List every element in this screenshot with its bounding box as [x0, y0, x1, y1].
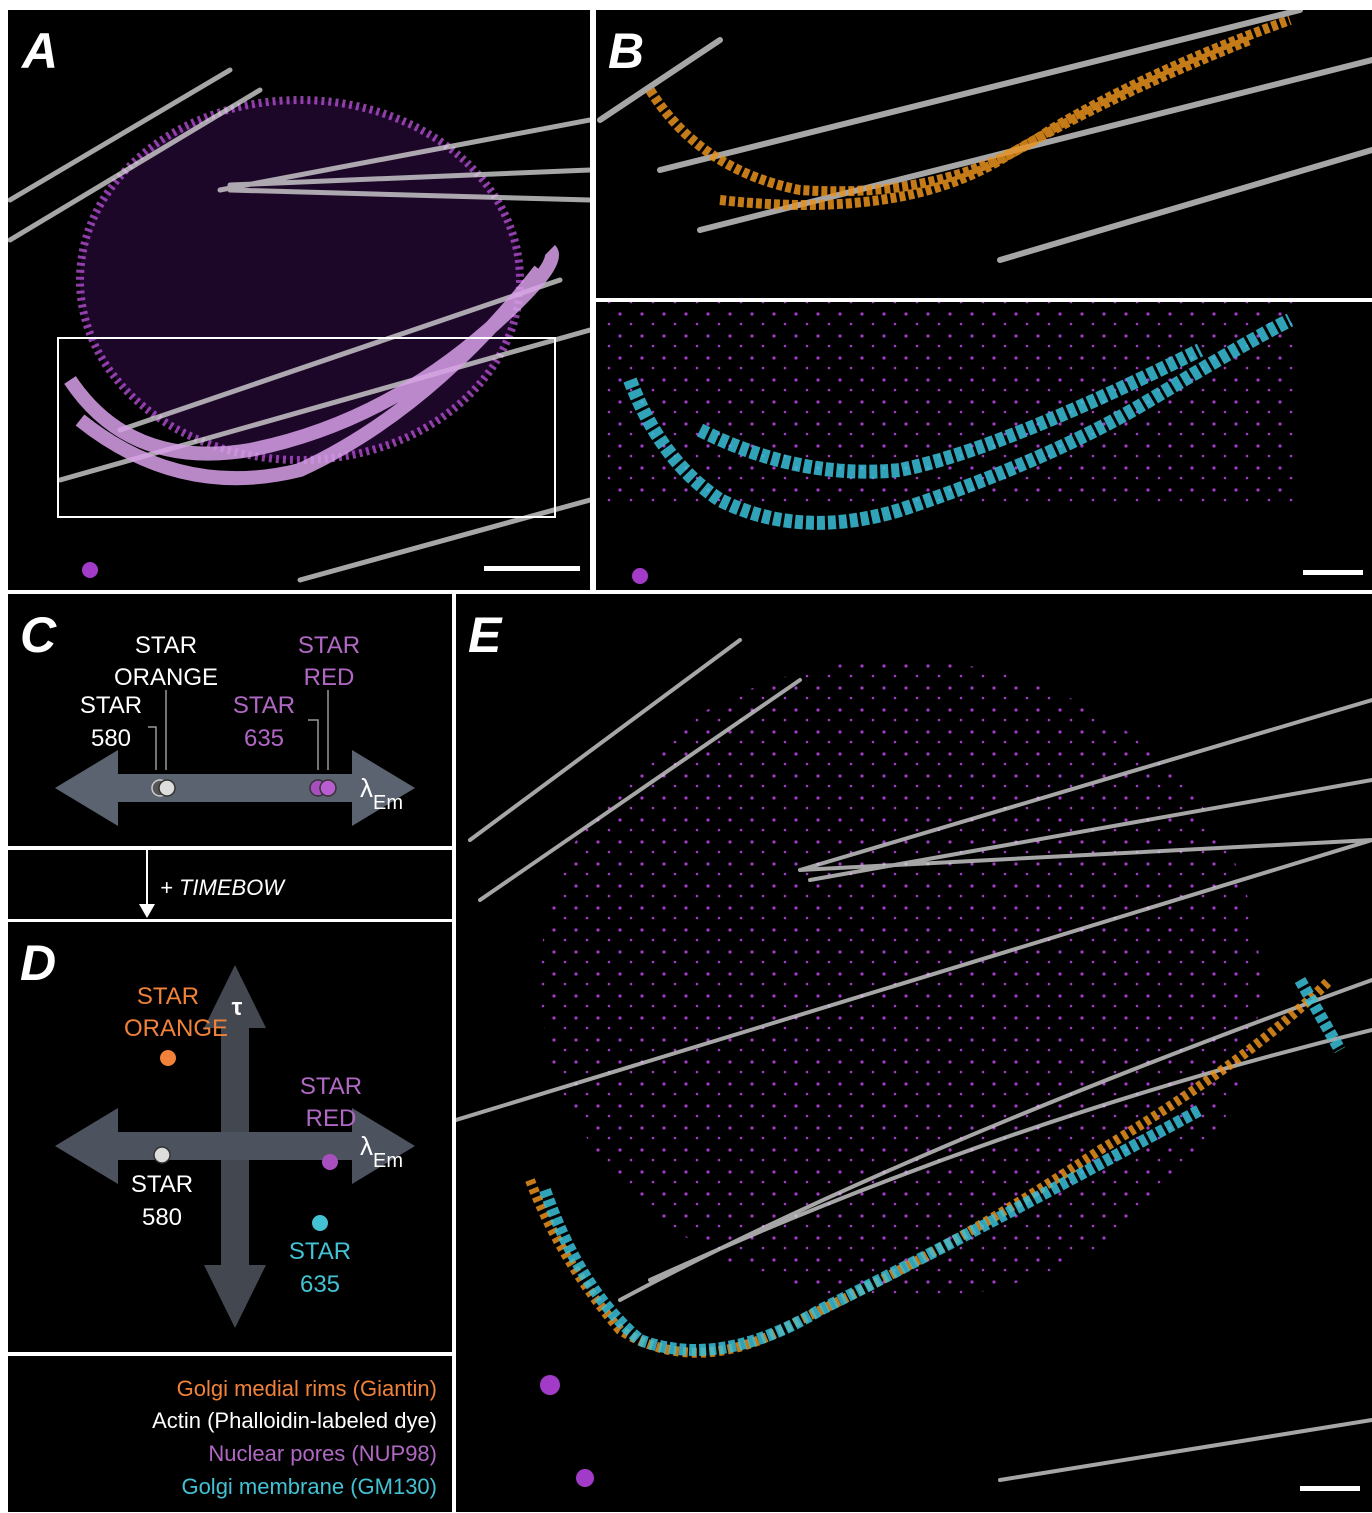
legend-entry: Golgi membrane (GM130): [181, 1474, 437, 1499]
panel-label: D: [20, 935, 56, 991]
dye-dot: [312, 1215, 328, 1231]
dye-dot: [322, 1154, 338, 1170]
dye-dot: [160, 1050, 176, 1066]
panel-label: B: [608, 23, 644, 79]
panel-a-image: [8, 10, 590, 590]
panel-b-top-image: [596, 10, 1372, 298]
transition-label: + TIMEBOW: [160, 875, 286, 900]
panel-label: E: [468, 607, 503, 663]
legend-entry: Actin (Phalloidin-labeled dye): [152, 1408, 437, 1433]
panel-label: C: [20, 607, 57, 663]
panel-b-bottom-image: [596, 302, 1372, 590]
dye-dot: [159, 780, 175, 796]
dye-dot: [320, 780, 336, 796]
legend-entry: Nuclear pores (NUP98): [208, 1441, 437, 1466]
panel-label: A: [20, 23, 58, 79]
figure: STARORANGE STAR580 STARRED STAR635 λEm +…: [0, 0, 1372, 1513]
panel-e-image: [456, 594, 1372, 1512]
legend-entry: Golgi medial rims (Giantin): [177, 1376, 437, 1401]
lifetime-label: τ: [232, 994, 243, 1021]
dye-dot: [154, 1147, 170, 1163]
